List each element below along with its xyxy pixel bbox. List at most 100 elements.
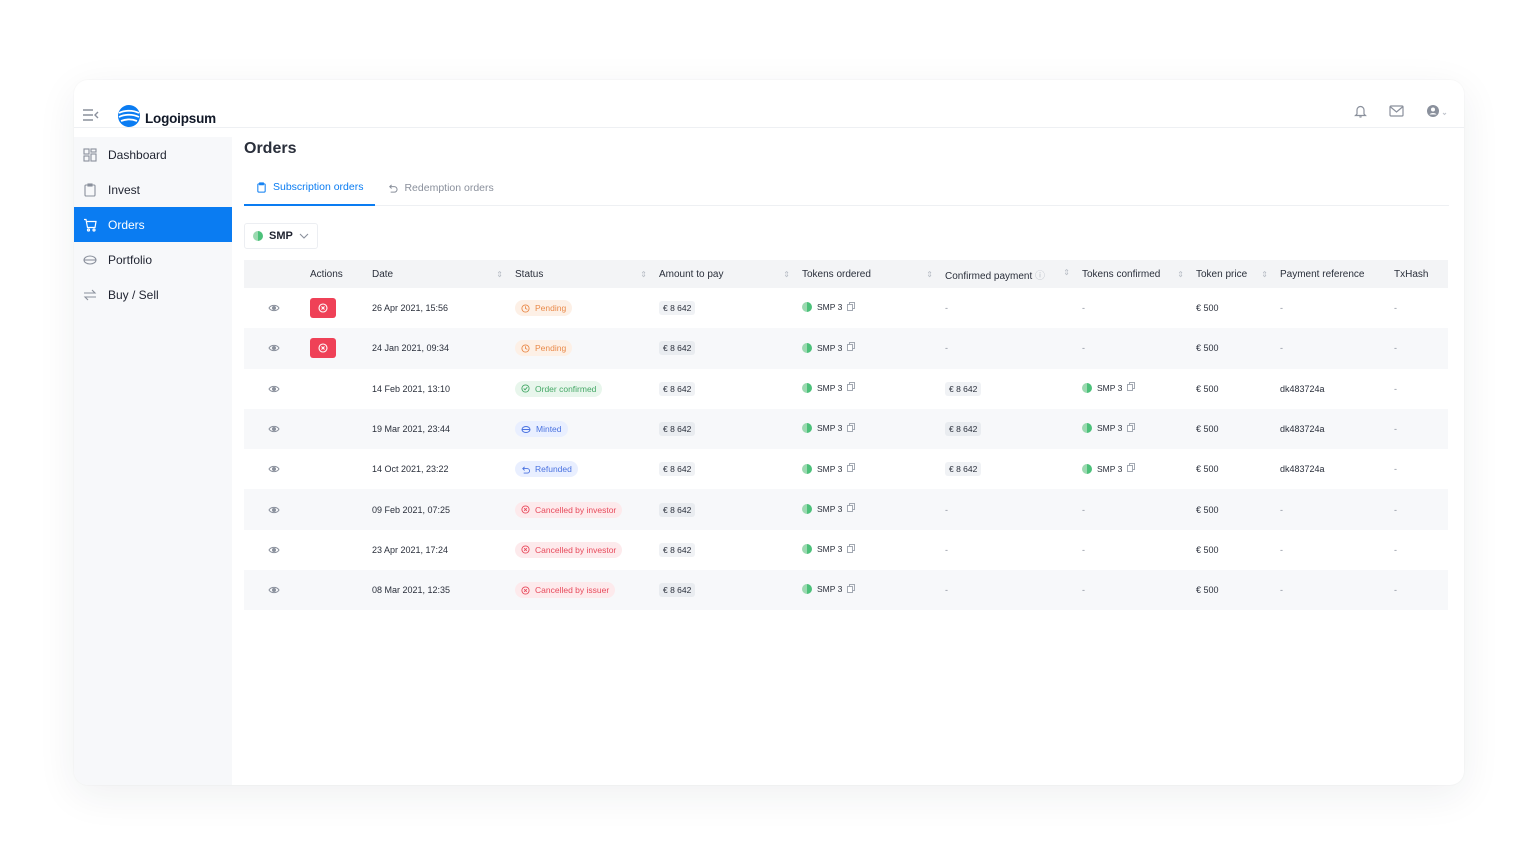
copy-icon[interactable] <box>847 422 856 434</box>
amount-to-pay: € 8 642 <box>659 422 696 437</box>
status-badge: Cancelled by investor <box>515 501 623 518</box>
token-icon <box>802 544 812 555</box>
menu-collapse-icon[interactable] <box>82 108 100 122</box>
tab-label: Subscription orders <box>273 181 364 193</box>
sort-icon[interactable]: ⇕ <box>496 269 503 279</box>
copy-icon[interactable] <box>847 543 856 555</box>
sidebar-item-dashboard[interactable]: Dashboard <box>74 137 232 172</box>
tokens-confirmed: SMP 3 <box>1082 382 1136 393</box>
mail-icon[interactable] <box>1389 105 1404 117</box>
bell-icon[interactable] <box>1354 104 1367 118</box>
cancel-circle-icon <box>521 545 530 554</box>
tokens-confirmed: - <box>1082 544 1085 555</box>
payment-reference: - <box>1280 585 1283 596</box>
payment-reference: dk483724a <box>1280 383 1325 394</box>
copy-icon[interactable] <box>847 382 856 393</box>
sidebar-item-buy-sell[interactable]: Buy / Sell <box>74 277 232 312</box>
copy-icon[interactable] <box>1127 422 1136 434</box>
amount-to-pay: € 8 642 <box>659 301 696 316</box>
swap-icon <box>83 289 97 300</box>
column-header-tokens-ordered[interactable]: Tokens ordered ⇕ <box>802 268 933 280</box>
tokens-confirmed: - <box>1082 343 1085 354</box>
undo-icon <box>389 183 398 193</box>
table-row: 14 Oct 2021, 23:22 Refunded € 8 642 SMP 3 € … <box>244 449 1448 489</box>
token-price: € 500 <box>1196 343 1219 354</box>
copy-icon[interactable] <box>847 503 856 514</box>
view-eye-icon[interactable] <box>250 425 298 433</box>
cancel-order-button[interactable] <box>310 298 336 319</box>
token-price: € 500 <box>1196 544 1219 555</box>
sort-icon[interactable]: ⇕ <box>1261 269 1268 279</box>
column-header-status[interactable]: Status ⇕ <box>515 268 647 280</box>
tab-subscription-orders[interactable]: Subscription orders <box>244 170 376 206</box>
copy-icon[interactable] <box>847 342 856 353</box>
amount-to-pay: € 8 642 <box>659 502 696 517</box>
page-title: Orders <box>244 140 297 157</box>
sort-icon[interactable]: ⇕ <box>640 269 647 279</box>
token-icon <box>1082 423 1092 434</box>
sidebar-item-orders[interactable]: Orders <box>74 207 232 242</box>
view-eye-icon[interactable] <box>250 344 298 352</box>
token-filter-select[interactable]: SMP <box>244 223 318 249</box>
copy-icon[interactable] <box>1127 382 1136 393</box>
sort-icon[interactable]: ⇕ <box>783 269 790 279</box>
table-row: 26 Apr 2021, 15:56 Pending € 8 642 SMP 3 - - €… <box>244 288 1448 328</box>
column-header-confirmed-payment[interactable]: Confirmed payment ⓘ ⇕ <box>945 267 1070 282</box>
orders-table: Actions Date ⇕ Status ⇕ Amount to pay ⇕ Tok… <box>244 260 1448 611</box>
sidebar-item-invest[interactable]: Invest <box>74 172 232 207</box>
txhash: - <box>1394 585 1397 596</box>
user-avatar-icon[interactable] <box>1426 104 1448 118</box>
column-header-amount[interactable]: Amount to pay ⇕ <box>659 268 790 280</box>
tokens-confirmed: SMP 3 <box>1082 422 1136 434</box>
info-icon[interactable]: ⓘ <box>1035 270 1046 282</box>
sort-icon[interactable]: ⇕ <box>1177 269 1184 279</box>
status-badge: Pending <box>515 300 573 317</box>
top-bar: Logoipsum <box>74 80 1464 128</box>
token-icon <box>802 503 812 514</box>
token-price: € 500 <box>1196 585 1219 596</box>
table-body: 26 Apr 2021, 15:56 Pending € 8 642 SMP 3 - - €… <box>244 288 1448 611</box>
view-eye-icon[interactable] <box>250 546 298 554</box>
logo[interactable]: Logoipsum <box>117 104 216 133</box>
order-tabs: Subscription orders Redemption orders <box>244 170 1449 206</box>
column-header-tokens-confirmed[interactable]: Tokens confirmed ⇕ <box>1082 268 1184 280</box>
txhash: - <box>1394 544 1397 555</box>
order-date: 19 Mar 2021, 23:44 <box>372 424 451 435</box>
cancel-circle-icon <box>521 505 530 514</box>
view-eye-icon[interactable] <box>250 385 298 393</box>
view-eye-icon[interactable] <box>250 506 298 514</box>
tokens-ordered: SMP 3 <box>802 342 856 353</box>
view-eye-icon[interactable] <box>250 304 298 312</box>
status-badge: Order confirmed <box>515 380 603 397</box>
copy-icon[interactable] <box>847 463 856 474</box>
view-eye-icon[interactable] <box>250 586 298 594</box>
tab-redemption-orders[interactable]: Redemption orders <box>375 170 505 206</box>
confirmed-payment: € 8 642 <box>945 462 982 477</box>
sort-icon[interactable]: ⇕ <box>926 269 933 279</box>
txhash: - <box>1394 343 1397 354</box>
confirmed-payment: - <box>945 544 948 555</box>
sidebar-item-label: Buy / Sell <box>108 287 159 302</box>
sidebar-item-portfolio[interactable]: Portfolio <box>74 242 232 277</box>
amount-to-pay: € 8 642 <box>659 542 696 557</box>
table-row: 23 Apr 2021, 17:24 Cancelled by investor €… <box>244 530 1448 570</box>
table-row: 09 Feb 2021, 07:25 Cancelled by investor €… <box>244 489 1448 530</box>
cancel-order-button[interactable] <box>310 338 336 359</box>
status-badge: Cancelled by investor <box>515 541 623 558</box>
logo-text: Logoipsum <box>145 111 216 126</box>
copy-icon[interactable] <box>1127 463 1136 474</box>
column-header-date[interactable]: Date ⇕ <box>372 268 503 280</box>
clipboard-icon <box>84 182 96 197</box>
coin-icon <box>521 425 531 434</box>
view-eye-icon[interactable] <box>250 465 298 473</box>
token-icon <box>802 382 812 393</box>
txhash: - <box>1394 424 1397 435</box>
order-date: 24 Jan 2021, 09:34 <box>372 343 450 354</box>
tokens-ordered: SMP 3 <box>802 584 856 595</box>
column-header-token-price[interactable]: Token price ⇕ <box>1196 268 1268 280</box>
copy-icon[interactable] <box>847 301 856 313</box>
sort-icon[interactable]: ⇕ <box>1063 267 1070 277</box>
copy-icon[interactable] <box>847 584 856 595</box>
token-price: € 500 <box>1196 464 1219 475</box>
sidebar-nav: Dashboard Invest Orders Portfolio Buy / … <box>74 137 232 312</box>
